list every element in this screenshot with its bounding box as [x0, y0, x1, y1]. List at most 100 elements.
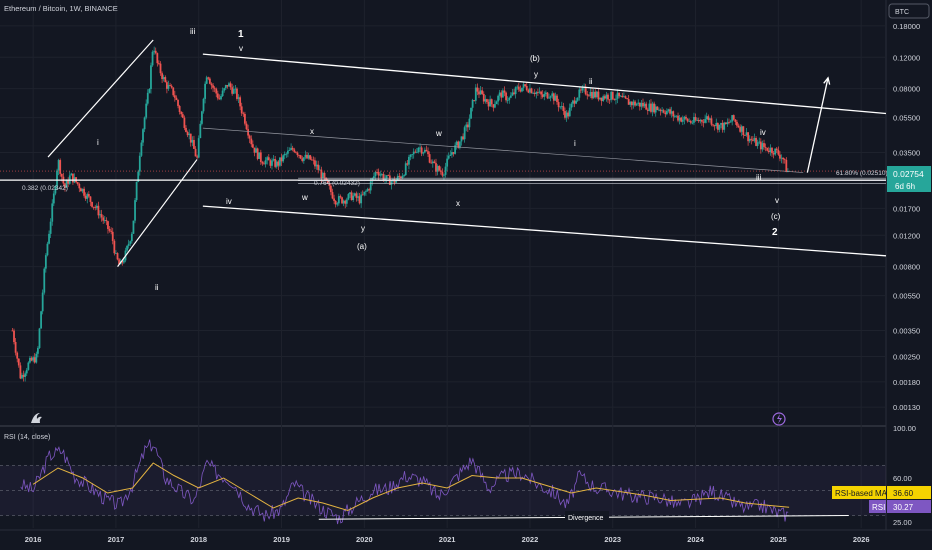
candle-body — [328, 183, 331, 186]
candle-body — [293, 149, 296, 152]
drawing-lines[interactable] — [0, 39, 887, 267]
candle-body — [154, 50, 157, 54]
candle-body — [572, 100, 574, 104]
candle-body — [100, 214, 103, 218]
candle-body — [269, 160, 272, 166]
candle-body — [619, 95, 622, 97]
candle-body — [280, 157, 283, 162]
candle-body — [575, 100, 578, 104]
candle-body — [750, 138, 753, 140]
candle-body — [667, 109, 670, 112]
price-axis-ticks[interactable]: 0.18000 0.12000 0.08000 0.05500 0.03500 0.017… — [893, 22, 920, 412]
time-tick-label: 2024 — [687, 535, 705, 544]
candle-body — [159, 63, 162, 74]
candle-body — [32, 357, 35, 361]
candle-body — [412, 151, 415, 155]
channel-upper-line[interactable] — [202, 53, 887, 115]
candle-body — [326, 179, 329, 184]
candle-body — [366, 189, 369, 192]
candle-body — [509, 95, 512, 98]
candle-body — [288, 150, 291, 151]
candle-body — [86, 194, 89, 199]
candle-body — [511, 92, 514, 96]
candle-body — [341, 197, 343, 204]
candle-body — [379, 174, 382, 176]
projection-arrow[interactable] — [806, 77, 829, 173]
candle-body — [54, 186, 57, 194]
countdown-value: 6d 6h — [895, 182, 915, 191]
wave-label-w-2020: w — [435, 129, 442, 138]
candle-body — [498, 92, 501, 96]
wave-label-iv-2024: iv — [760, 128, 766, 137]
candle-body — [478, 91, 480, 95]
candle-body — [25, 369, 28, 374]
candle-body — [38, 328, 41, 348]
candle-body — [99, 214, 101, 216]
candle-body — [567, 112, 570, 117]
symbol-title[interactable]: Ethereum / Bitcoin, 1W, BINANCE — [4, 4, 118, 13]
candle-body — [734, 119, 737, 122]
candle-body — [382, 174, 385, 180]
candle-body — [552, 93, 555, 101]
candle-body — [60, 173, 63, 177]
divergence-label: Divergence — [568, 515, 604, 522]
candle-body — [451, 152, 453, 155]
channel-mid-line[interactable] — [202, 127, 804, 173]
candle-body — [365, 191, 367, 192]
candle-body — [468, 118, 471, 128]
candle-body — [331, 192, 334, 199]
candle-body — [654, 106, 657, 113]
candle-body — [118, 259, 121, 265]
candle-body — [474, 87, 477, 101]
candle-body — [470, 107, 472, 119]
candle-body — [384, 178, 386, 180]
candle-body — [215, 88, 218, 94]
candle-body — [29, 357, 31, 363]
candle-body — [718, 124, 721, 130]
candle-body — [428, 154, 431, 163]
candle-body — [151, 51, 154, 66]
candle-body — [304, 154, 307, 158]
candle-body — [745, 132, 748, 136]
candle-body — [333, 198, 335, 201]
grid-lines — [0, 0, 886, 528]
wave-label-b-2021: (b) — [530, 54, 540, 63]
candle-body — [325, 177, 328, 180]
candle-body — [329, 185, 332, 193]
candle-body — [191, 140, 194, 143]
wave-label-ii-2016: ii — [155, 283, 159, 292]
candle-body — [519, 89, 522, 92]
rsi-ma-line — [32, 462, 790, 512]
wave-label-iii-2024: iii — [756, 173, 762, 182]
impulse-line-1[interactable] — [117, 159, 198, 267]
candle-body — [525, 86, 528, 91]
currency-button[interactable] — [888, 3, 930, 19]
candle-body — [457, 141, 460, 148]
candle-body — [471, 100, 474, 108]
candle-body — [175, 97, 178, 100]
candle-body — [185, 127, 187, 132]
candle-body — [411, 154, 414, 156]
time-axis-ticks[interactable]: 2016 2017 2018 2019 2020 2021 2022 2023 2024 2025… — [25, 535, 870, 544]
candle-body — [251, 144, 254, 148]
lightning-icon[interactable] — [772, 412, 786, 426]
candle-body — [306, 154, 308, 159]
price-tick-label: 0.00550 — [893, 292, 920, 301]
price-pane[interactable] — [0, 0, 886, 425]
candle-body — [707, 116, 710, 120]
rsi-title[interactable]: RSI (14, close) — [4, 434, 50, 441]
candle-body — [135, 182, 138, 201]
candle-body — [513, 92, 515, 95]
candle-body — [84, 195, 87, 199]
channel-lower-line[interactable] — [202, 205, 887, 257]
candle-body — [65, 180, 68, 188]
candle-body — [103, 220, 106, 221]
candle-body — [51, 203, 54, 222]
candle-body — [108, 228, 111, 231]
candle-body — [345, 199, 348, 204]
candle-body — [336, 203, 339, 205]
impulse-line-0[interactable] — [47, 39, 154, 158]
time-tick-label: 2026 — [853, 535, 870, 544]
candle-body — [761, 143, 764, 150]
